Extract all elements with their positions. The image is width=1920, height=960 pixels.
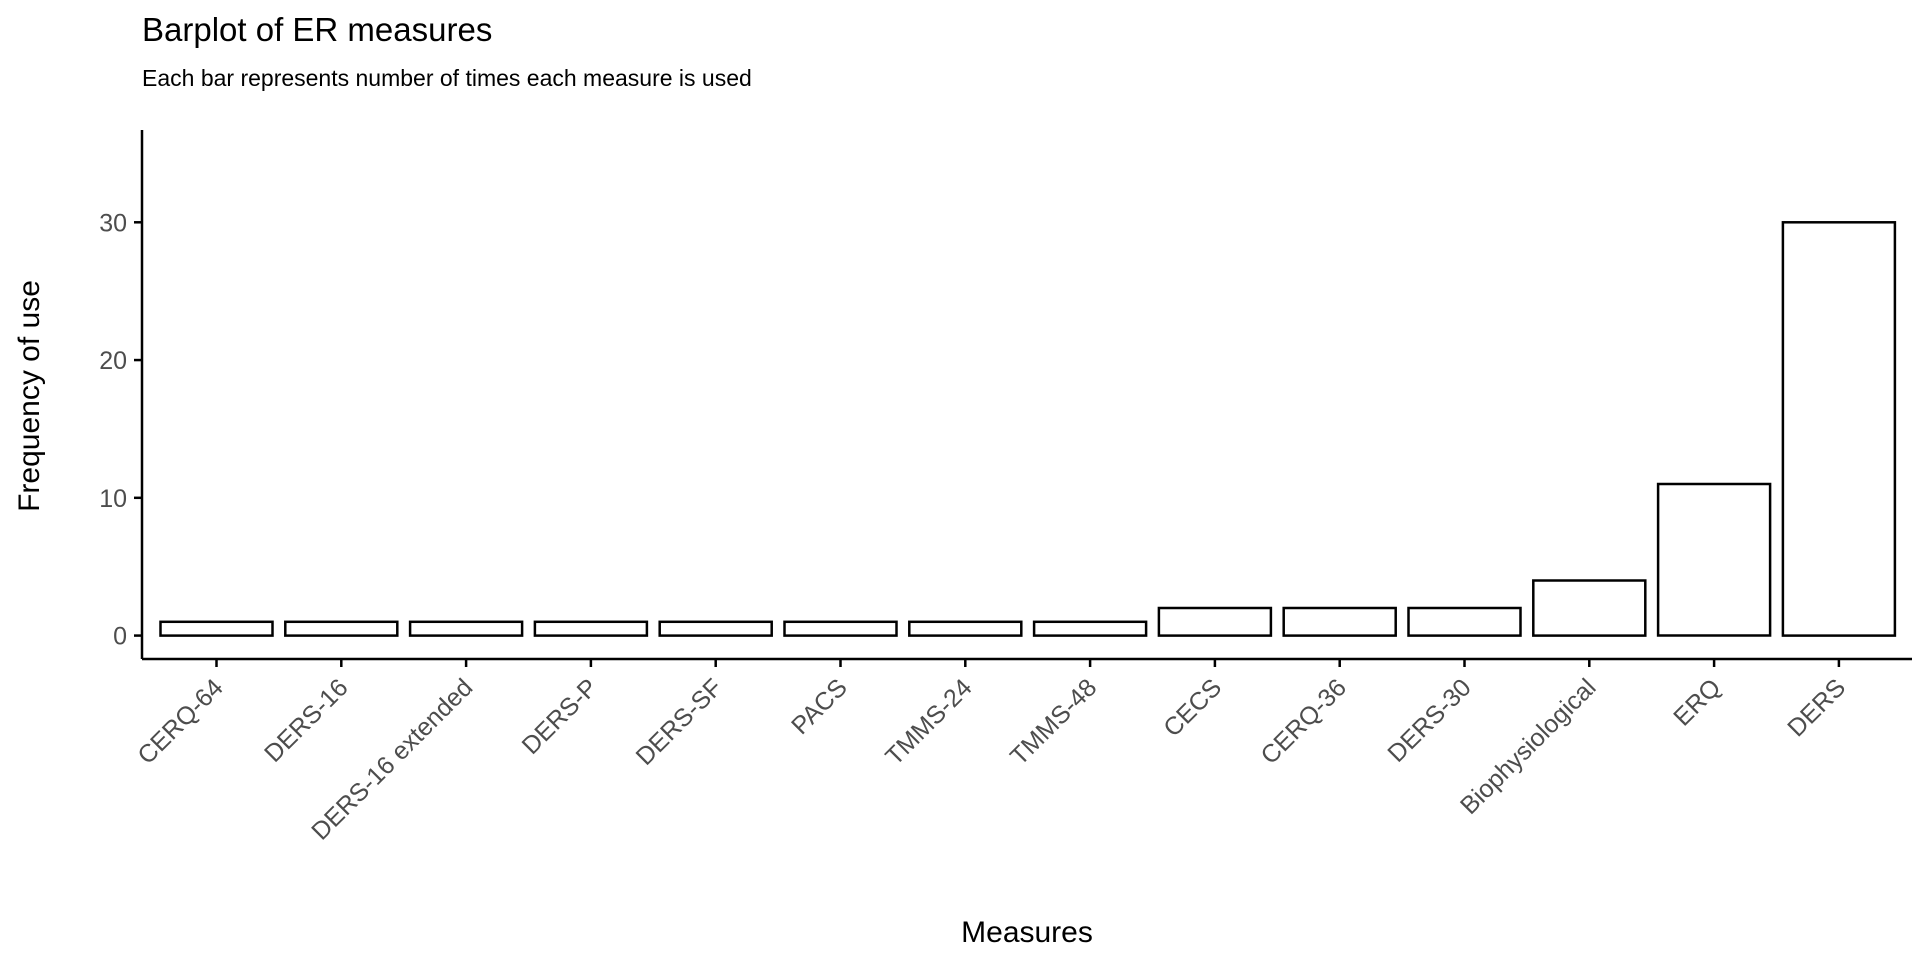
x-tick-label: TMMS-24 — [880, 673, 977, 770]
x-tick-label: CERQ-36 — [1256, 673, 1352, 769]
y-axis: 0 10 20 30 — [99, 130, 144, 659]
x-tick-label: DERS-16 — [259, 673, 353, 767]
bar-ders-p — [533, 620, 649, 637]
bar-ders-sf — [658, 620, 773, 637]
bar-ders-16-extended — [408, 620, 524, 637]
x-axis-title: Measures — [961, 916, 1093, 949]
bar-biophysiological — [1532, 579, 1647, 637]
bar-cerq-64 — [159, 620, 274, 637]
x-tick-label: DERS-SF — [631, 673, 728, 770]
x-tick-label: DERS-P — [517, 673, 604, 760]
bars-group — [159, 221, 1897, 637]
x-tick-label: CECS — [1158, 673, 1227, 742]
x-tick-label: TMMS-48 — [1005, 673, 1102, 770]
x-tick-label: Biophysiological — [1455, 673, 1602, 820]
x-tick-label: DERS-30 — [1382, 673, 1476, 767]
chart-subtitle: Each bar represents number of times each… — [142, 65, 752, 91]
bar-cecs — [1157, 606, 1273, 637]
bar-ders — [1781, 221, 1897, 637]
bar-tmms-48 — [1032, 620, 1148, 637]
bar-tmms-24 — [908, 620, 1023, 637]
bar-pacs — [783, 620, 898, 637]
bar-ders-30 — [1407, 606, 1522, 637]
y-axis-title: Frequency of use — [13, 280, 46, 512]
bar-cerq-36 — [1282, 606, 1397, 637]
chart-title: Barplot of ER measures — [142, 11, 492, 48]
x-tick-label: DERS — [1782, 673, 1851, 742]
x-tick-label: PACS — [786, 673, 853, 740]
bar-erq — [1656, 482, 1772, 637]
y-tick-label: 30 — [99, 209, 127, 237]
x-tick-label: CERQ-64 — [132, 673, 228, 769]
y-tick-label: 0 — [113, 623, 127, 651]
x-tick-label: ERQ — [1668, 673, 1726, 731]
bar-ders-16 — [284, 620, 399, 637]
y-tick-label: 10 — [99, 485, 127, 513]
y-tick-label: 20 — [99, 347, 127, 375]
